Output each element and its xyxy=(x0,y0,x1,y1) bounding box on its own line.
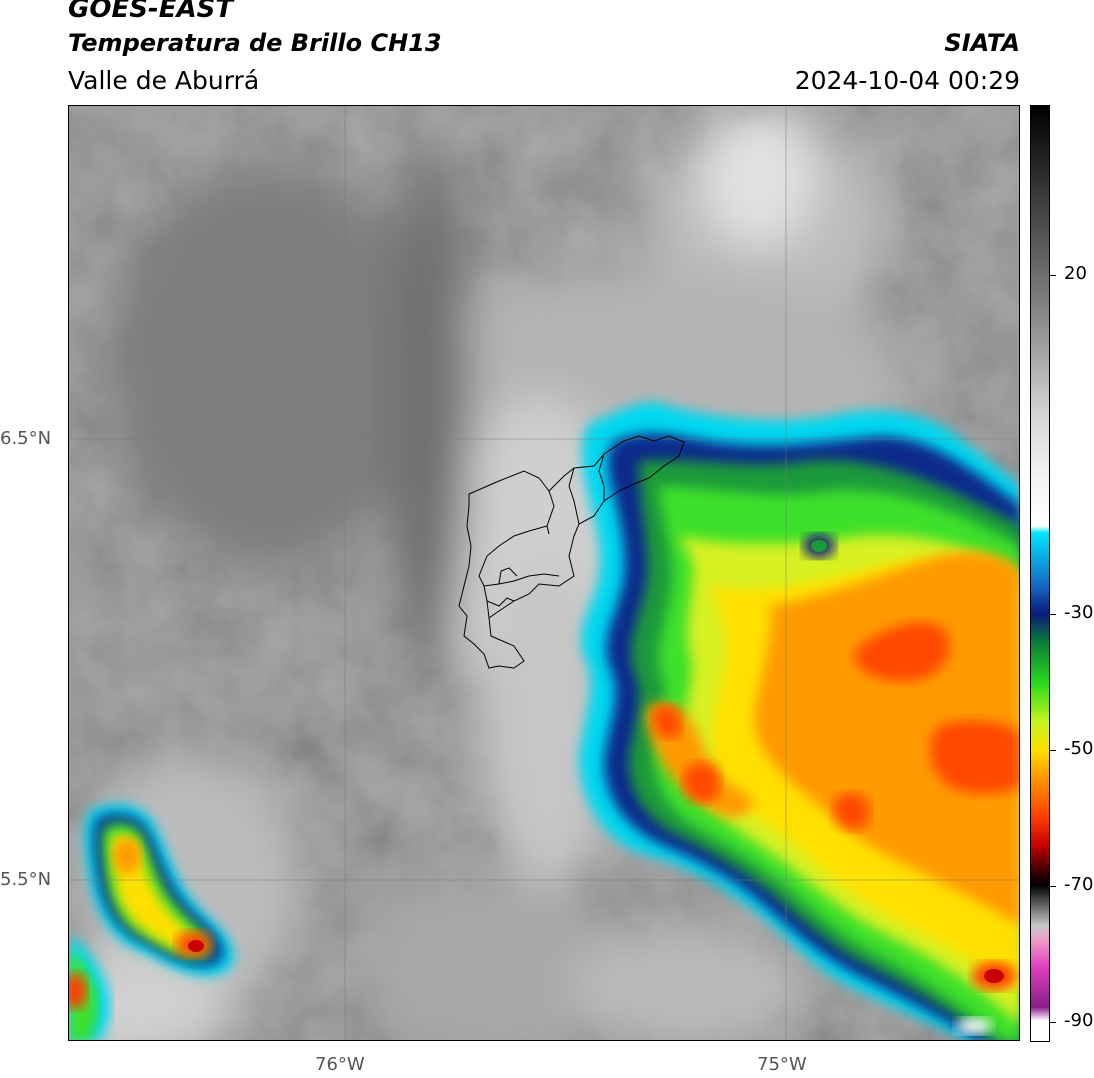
lon-label-76: 76°W xyxy=(315,1054,365,1075)
datetime-label: 2024-10-04 00:29 xyxy=(794,66,1020,95)
temperature-colorbar xyxy=(1030,105,1050,1042)
colorbar-tick-minus-70 xyxy=(1050,886,1056,887)
colorbar-tick-minus-30 xyxy=(1050,614,1056,615)
colorbar-tick-minus-90 xyxy=(1050,1022,1056,1023)
colorbar-tick-minus-50 xyxy=(1050,750,1056,751)
valley-outline xyxy=(458,435,685,669)
satellite-title: GOES-EAST xyxy=(68,0,234,24)
organization-label: SIATA xyxy=(944,29,1020,57)
colorbar-label-minus-70: -70 xyxy=(1064,874,1094,895)
lat-label-5-5: 5.5°N xyxy=(0,869,52,890)
colorbar-label-minus-50: -50 xyxy=(1064,738,1094,759)
brightness-temperature-map xyxy=(68,105,1020,1041)
lon-label-75: 75°W xyxy=(757,1054,807,1075)
lat-label-6-5: 6.5°N xyxy=(0,428,52,449)
colorbar-tick-20 xyxy=(1050,275,1056,276)
region-title: Valle de Aburrá xyxy=(68,66,260,95)
colorbar-label-minus-30: -30 xyxy=(1064,602,1094,623)
product-title: Temperatura de Brillo CH13 xyxy=(68,29,442,57)
graticule xyxy=(69,106,1019,1040)
colorbar-label-20: 20 xyxy=(1064,263,1087,284)
convective-cell-southwest xyxy=(69,804,235,1040)
colorbar-label-minus-90: -90 xyxy=(1064,1010,1094,1031)
convective-system-east xyxy=(579,402,1019,1040)
municipal-boundaries xyxy=(458,435,685,669)
